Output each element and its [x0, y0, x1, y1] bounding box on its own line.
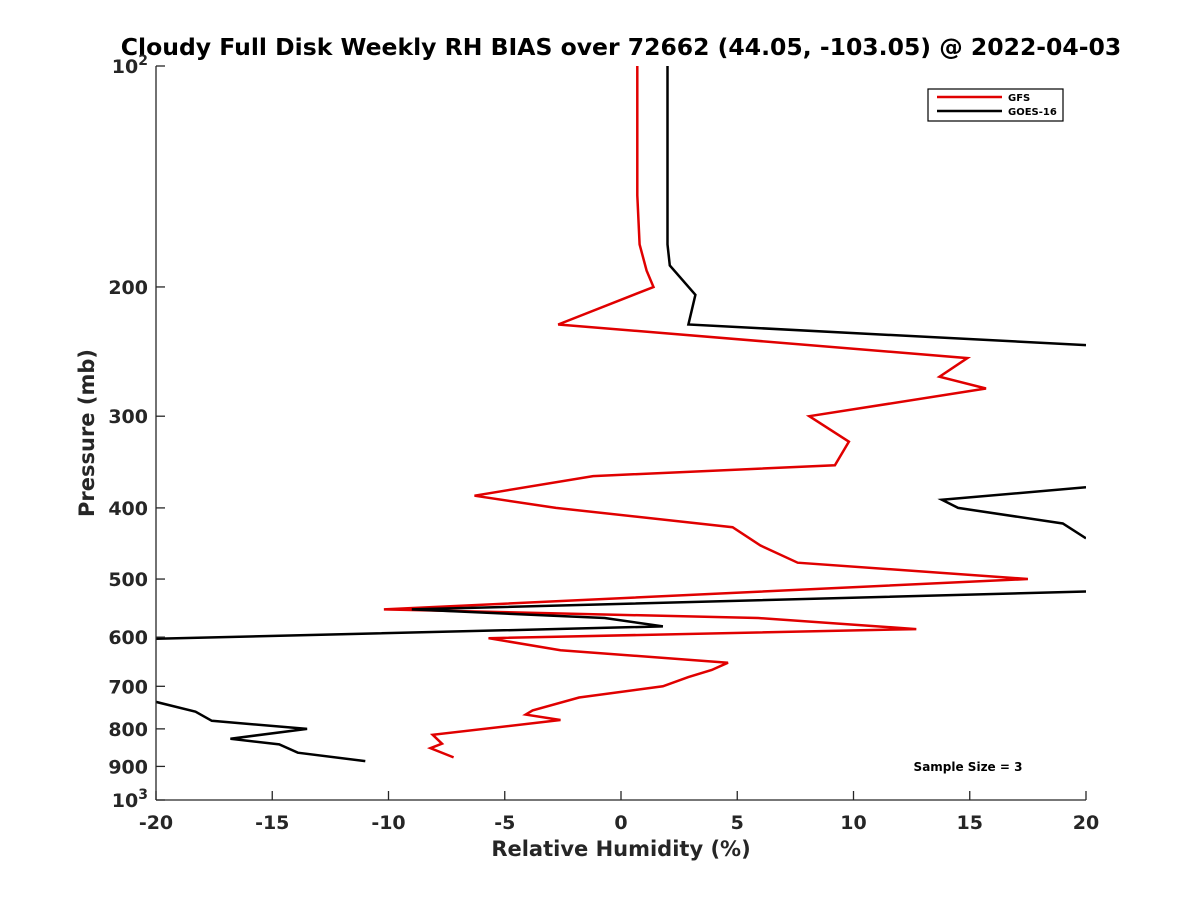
x-tick-label: 10 [840, 812, 866, 834]
y-tick-label: 400 [108, 498, 148, 520]
legend: GFS GOES-16 [927, 88, 1064, 122]
x-tick-label: -5 [494, 812, 515, 834]
y-tick-label: 102 [112, 53, 148, 78]
x-tick-label: 0 [614, 812, 627, 834]
y-tick-label: 900 [108, 756, 148, 778]
x-tick-label: -15 [255, 812, 289, 834]
x-tick-label: -20 [139, 812, 173, 834]
y-tick-label: 600 [108, 627, 148, 649]
y-tick-label: 200 [108, 277, 148, 299]
x-axis-label: Relative Humidity (%) [491, 837, 750, 861]
series-line-gfs [383, 66, 1028, 759]
y-ticks: 102 200 300 400 500 600 700 800 900 103 [108, 53, 165, 812]
sample-size-annotation: Sample Size = 3 [914, 760, 1023, 774]
y-tick-label: 800 [108, 719, 148, 741]
y-tick-label: 700 [108, 676, 148, 698]
chart-title: Cloudy Full Disk Weekly RH BIAS over 726… [121, 33, 1121, 61]
series-layer [156, 66, 1086, 763]
x-tick-label: 5 [731, 812, 744, 834]
y-tick-label: 500 [108, 569, 148, 591]
x-tick-label: -10 [371, 812, 405, 834]
y-tick-label: 300 [108, 406, 148, 428]
y-tick-label: 103 [112, 787, 148, 812]
x-ticks: -20 -15 -10 -5 0 5 10 15 20 [139, 791, 1099, 834]
y-axis-label: Pressure (mb) [75, 349, 99, 517]
series-line-goes16 [156, 66, 1086, 763]
legend-label-goes16: GOES-16 [1008, 107, 1057, 118]
legend-box [927, 88, 1064, 122]
x-tick-label: 20 [1073, 812, 1099, 834]
plot-area: -20 -15 -10 -5 0 5 10 15 20 102 200 300 400 500 600 70… [108, 53, 1099, 834]
legend-label-gfs: GFS [1008, 93, 1030, 104]
x-tick-label: 15 [957, 812, 983, 834]
